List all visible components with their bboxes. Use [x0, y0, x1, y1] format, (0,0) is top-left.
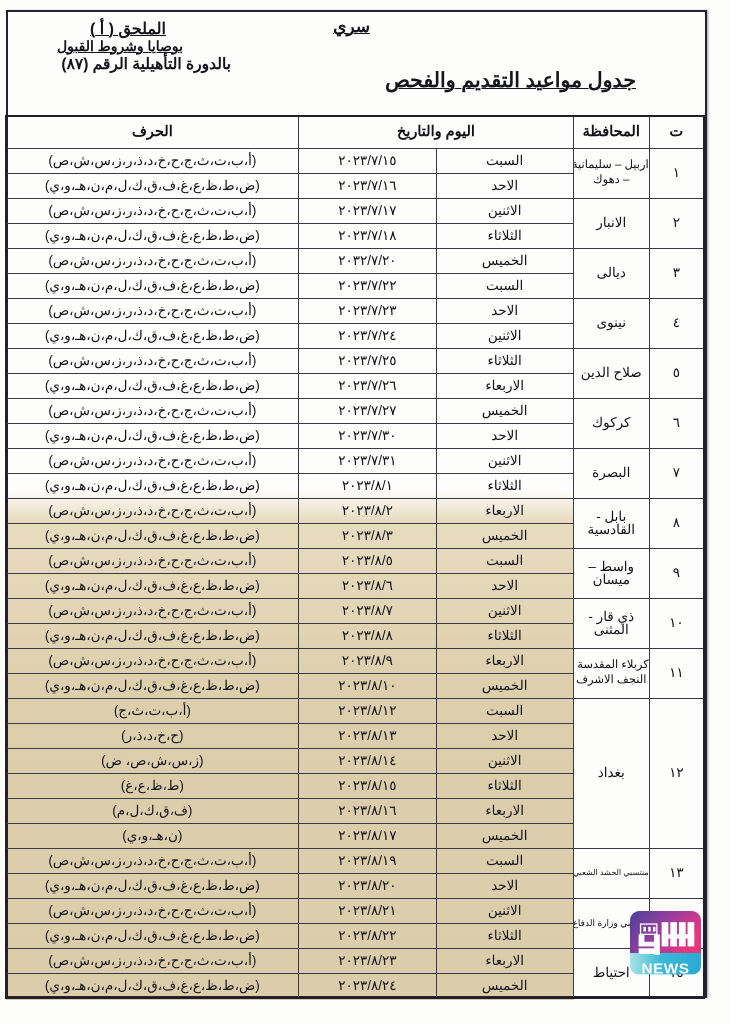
svg-text:NEWS: NEWS — [642, 961, 690, 978]
